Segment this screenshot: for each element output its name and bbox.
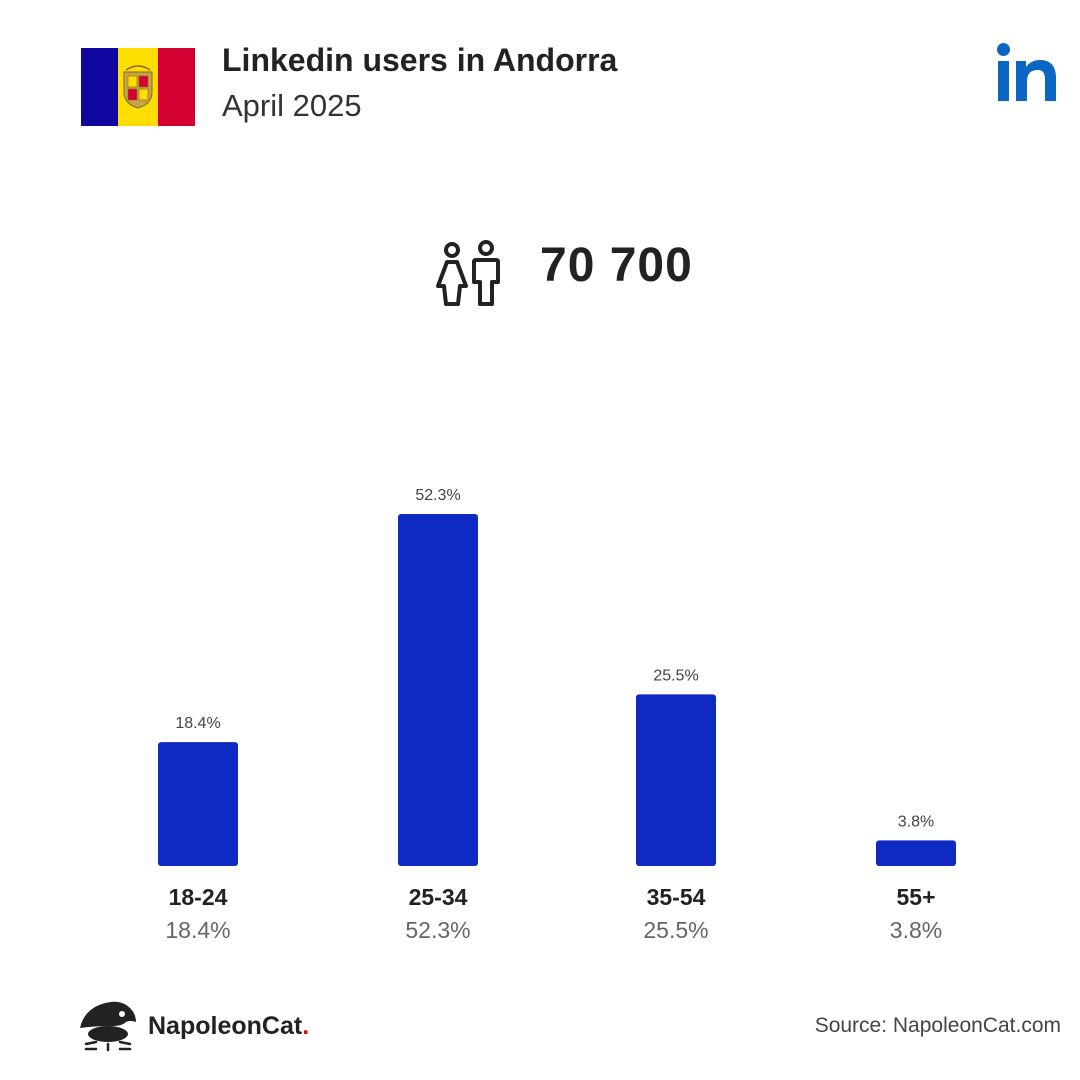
page-title: Linkedin users in Andorra [222, 42, 618, 78]
total-users-value: 70 700 [540, 239, 693, 292]
bar-value-label: 25.5% [653, 667, 698, 684]
category-value-label: 3.8% [890, 917, 942, 943]
bar-value-label: 52.3% [415, 487, 460, 504]
napoleoncat-wordmark: NapoleonCat. [148, 1012, 309, 1041]
bar-value-label: 3.8% [898, 813, 934, 830]
bar-25-34 [398, 514, 478, 866]
category-value-label: 18.4% [165, 917, 230, 943]
category-label: 55+ [896, 884, 935, 910]
napoleoncat-cat-icon [80, 1001, 136, 1052]
napoleoncat-logo: NapoleonCat. [78, 1000, 309, 1052]
category-label: 25-34 [409, 884, 468, 910]
brand-name: NapoleonCat [148, 1012, 303, 1040]
bar-55+ [876, 840, 956, 866]
bar-35-54 [636, 694, 716, 866]
people-icon [436, 240, 500, 306]
linkedin-logo-icon [997, 43, 1056, 101]
bar-18-24 [158, 742, 238, 866]
category-value-label: 52.3% [405, 917, 470, 943]
category-label: 35-54 [647, 884, 706, 910]
category-label: 18-24 [169, 884, 228, 910]
source-credit: Source: NapoleonCat.com [814, 1014, 1061, 1037]
page-subtitle: April 2025 [222, 88, 362, 123]
brand-dot: . [302, 1012, 310, 1040]
age-bar-chart: 18.4% 18-24 18.4% 52.3% 25-34 52.3% 25.5% 35-54… [158, 487, 956, 943]
coat-of-arms-icon [123, 65, 153, 109]
category-value-label: 25.5% [643, 917, 708, 943]
bar-value-label: 18.4% [175, 715, 220, 732]
andorra-flag [81, 48, 195, 126]
